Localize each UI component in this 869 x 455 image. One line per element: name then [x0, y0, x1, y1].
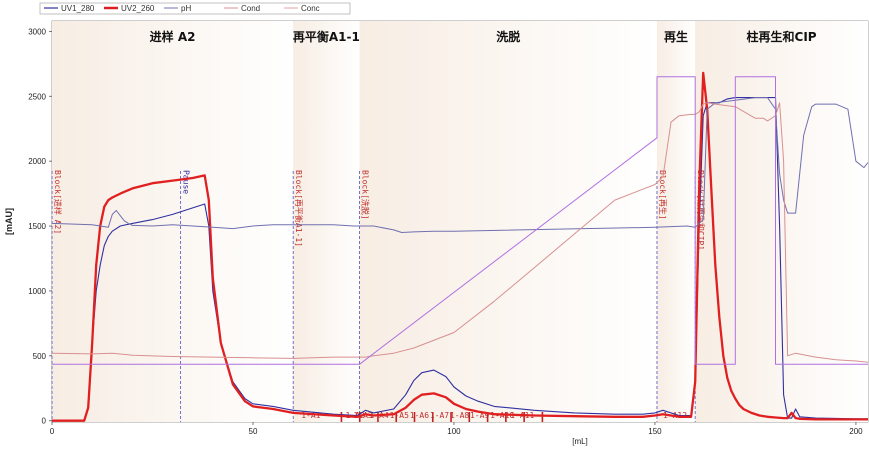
y-tick-label: 500	[33, 352, 47, 361]
legend-label: UV1_280	[61, 4, 95, 13]
fraction-label: 1-A7	[430, 411, 449, 420]
phase-label: 进样 A2	[150, 29, 196, 44]
y-tick-label: 3000	[28, 27, 46, 36]
x-tick-label: 50	[249, 427, 258, 436]
y-tick-label: 2000	[28, 157, 46, 166]
series-line-conc	[52, 76, 868, 365]
fraction-label: 1-A9	[470, 411, 489, 420]
phase-band	[359, 21, 657, 422]
series-line-uv1_280	[52, 97, 868, 422]
phase-label: 再生	[664, 29, 688, 44]
legend-label: Cond	[241, 4, 260, 13]
event-marker-label: Pause	[182, 170, 191, 194]
x-tick-label: 200	[849, 427, 863, 436]
x-tick-label: 0	[50, 427, 55, 436]
phase-label: 洗脱	[496, 29, 520, 44]
fraction-label: 1-A8	[450, 411, 469, 420]
y-tick-label: 1000	[28, 287, 46, 296]
x-tick-label: 150	[648, 427, 662, 436]
event-marker-label: Block[洗脱]	[361, 170, 371, 220]
event-marker-label: Block[柱再生和CIP]	[696, 170, 706, 250]
y-tick-label: 1500	[28, 222, 46, 231]
phase-band	[695, 21, 868, 422]
series-line-cond	[51, 102, 869, 363]
phase-band	[52, 21, 294, 422]
phase-label: 柱再生和CIP	[747, 29, 817, 44]
fraction-label: 1-A1	[301, 411, 320, 420]
event-marker-label: Block[进样 A2]	[53, 170, 63, 234]
phase-band	[293, 21, 360, 422]
legend-label: UV2_260	[121, 4, 155, 13]
series-line-uv2_260	[52, 71, 868, 422]
phase-label: 再平衡A1-1	[293, 29, 360, 44]
event-marker-label: Block[再生]	[658, 170, 668, 220]
series-line-ph	[51, 97, 869, 233]
legend-label: Conc	[301, 4, 320, 13]
x-axis-title: [mL]	[572, 437, 588, 446]
legend-label: pH	[181, 4, 191, 13]
x-tick-label: 100	[447, 427, 461, 436]
event-marker-label: Block[再平衡A1-1]	[294, 170, 304, 247]
legend-box	[39, 2, 351, 15]
y-tick-label: 0	[42, 417, 47, 426]
y-tick-label: 2500	[28, 92, 46, 101]
phase-band	[656, 21, 696, 422]
fraction-label: 1-A5	[390, 411, 409, 420]
fraction-label: 1-A6	[410, 411, 429, 420]
y-axis-title: [mAU]	[4, 208, 14, 235]
